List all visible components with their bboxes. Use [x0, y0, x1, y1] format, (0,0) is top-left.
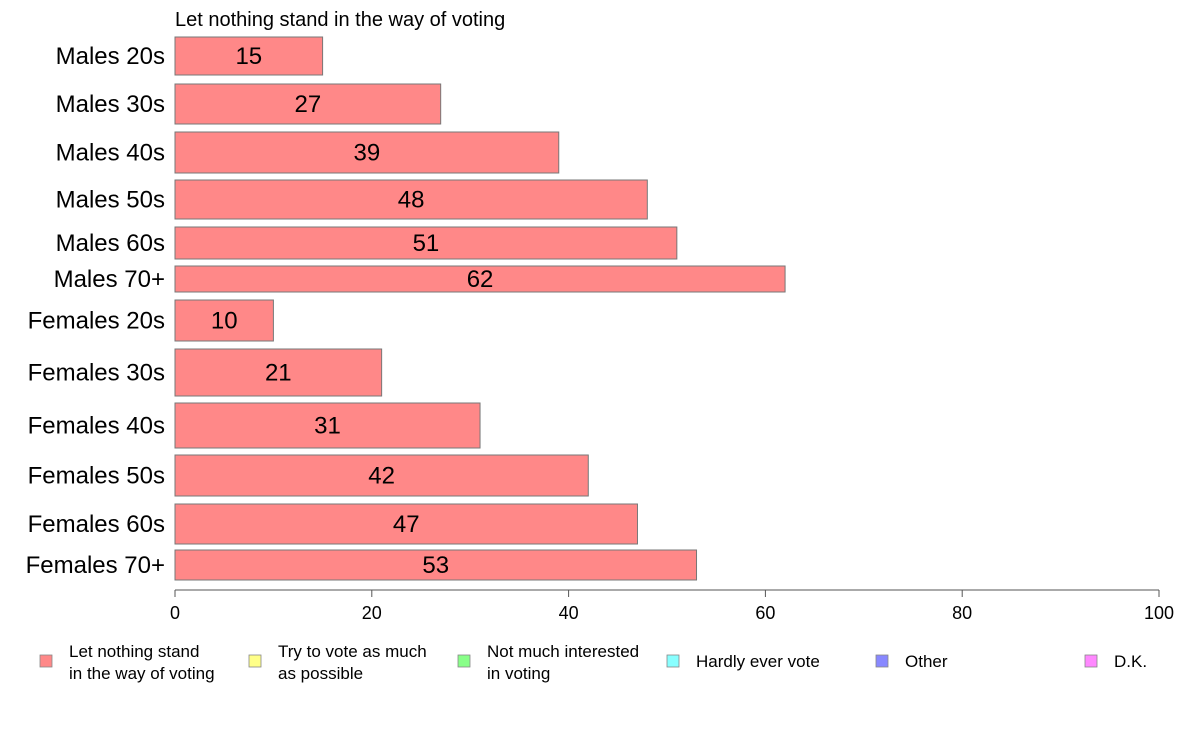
bar: [174, 131, 560, 174]
category-label: Males 20s: [56, 43, 165, 70]
x-tick-label: 20: [362, 603, 382, 623]
category-label: Females 60s: [28, 511, 165, 538]
bar: [174, 83, 442, 125]
legend-label: in the way of voting: [69, 664, 215, 683]
category-label: Females 30s: [28, 360, 165, 387]
legend: Let nothing stand in the way of voting Try…: [39, 642, 1147, 683]
category-label: Males 40s: [56, 140, 165, 167]
x-tick-label: 80: [952, 603, 972, 623]
x-tick-label: 0: [170, 603, 180, 623]
legend-swatch: [875, 654, 889, 668]
legend-label: in voting: [487, 664, 550, 683]
data-label: 42: [368, 463, 395, 490]
legend-label: Try to vote as much: [278, 642, 427, 661]
legend-swatch: [39, 654, 53, 668]
x-axis: 0 20 40 60 80 100: [170, 589, 1174, 623]
category-label: Males 50s: [56, 187, 165, 214]
bar: [174, 348, 383, 397]
legend-label: Other: [905, 652, 948, 671]
bar: [174, 549, 698, 581]
data-label: 47: [393, 511, 420, 538]
x-tick-label: 40: [559, 603, 579, 623]
bar: [174, 503, 638, 545]
bar: [174, 226, 678, 260]
data-label: 39: [354, 140, 381, 167]
bars-group: Males 20s 15 Males 30s 27 Males 40s 39 Males 5…: [26, 36, 786, 581]
bar: [174, 36, 324, 76]
bar: [174, 265, 786, 293]
bar: [174, 299, 274, 342]
x-tick-label: 60: [755, 603, 775, 623]
legend-swatch: [248, 654, 262, 668]
data-label: 48: [398, 187, 425, 214]
legend-label: as possible: [278, 664, 363, 683]
legend-swatch: [666, 654, 680, 668]
data-label: 15: [235, 43, 262, 70]
bar: [174, 179, 648, 220]
x-tick-label: 100: [1144, 603, 1174, 623]
bar: [174, 454, 589, 497]
legend-swatch: [457, 654, 471, 668]
chart-title: Let nothing stand in the way of voting: [175, 9, 505, 31]
legend-label: Hardly ever vote: [696, 652, 820, 671]
data-label: 62: [467, 266, 494, 293]
data-label: 10: [211, 308, 238, 335]
legend-label: D.K.: [1114, 652, 1147, 671]
category-label: Males 60s: [56, 230, 165, 257]
category-label: Females 40s: [28, 413, 165, 440]
category-label: Males 70+: [54, 266, 165, 293]
category-label: Females 70+: [26, 552, 165, 579]
bar: [174, 402, 481, 449]
category-label: Females 50s: [28, 463, 165, 490]
data-label: 53: [422, 552, 449, 579]
legend-label: Let nothing stand: [69, 642, 199, 661]
data-label: 31: [314, 413, 341, 440]
legend-swatch: [1084, 654, 1098, 668]
data-label: 51: [413, 230, 440, 257]
legend-label: Not much interested: [487, 642, 639, 661]
data-label: 21: [265, 360, 292, 387]
category-label: Males 30s: [56, 91, 165, 118]
category-label: Females 20s: [28, 308, 165, 335]
data-label: 27: [294, 91, 321, 118]
